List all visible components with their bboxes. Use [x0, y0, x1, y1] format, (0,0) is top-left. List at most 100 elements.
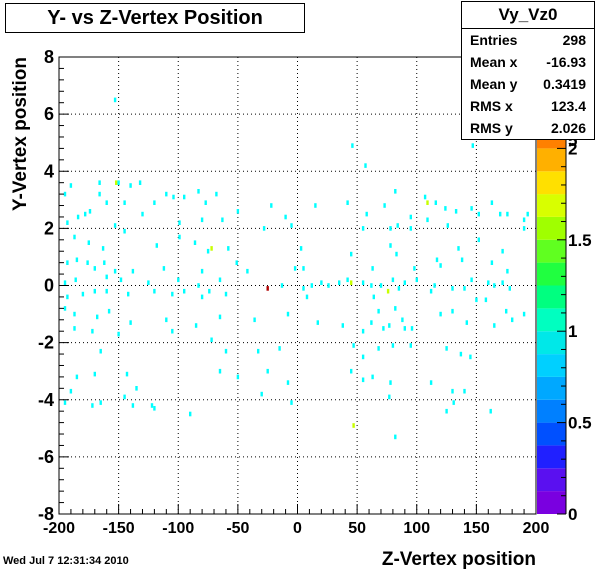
data-cell — [117, 180, 120, 185]
data-cell — [101, 246, 105, 251]
x-tick-label: 100 — [403, 520, 430, 537]
palette-tick-label: 1.5 — [568, 231, 592, 250]
palette-band — [537, 216, 566, 240]
data-cell — [290, 223, 293, 228]
data-cell — [200, 294, 204, 300]
data-cell — [501, 248, 504, 254]
data-cell — [423, 194, 427, 200]
y-tick-label: -2 — [38, 333, 54, 353]
data-cell — [66, 260, 69, 265]
y-tick-label: 0 — [44, 276, 54, 296]
palette-band — [537, 285, 566, 309]
palette-tick-label: 2 — [568, 139, 577, 158]
palette-band — [537, 194, 566, 217]
data-cell — [224, 348, 228, 354]
data-cell — [370, 283, 373, 288]
data-cell — [379, 283, 383, 288]
footer-date: Wed Jul 7 12:31:34 2010 — [3, 555, 129, 567]
data-cell — [451, 388, 454, 394]
data-cell — [394, 306, 397, 311]
data-cell — [183, 288, 186, 294]
data-cell — [394, 189, 397, 194]
data-cell — [310, 283, 313, 288]
data-cell — [87, 240, 90, 245]
data-cell — [66, 294, 69, 300]
data-cell — [439, 311, 442, 317]
data-cell — [383, 203, 386, 208]
data-cell — [350, 368, 353, 374]
data-cell — [218, 314, 222, 320]
data-cell — [200, 217, 204, 223]
data-cell — [63, 400, 67, 405]
data-cell — [147, 280, 150, 285]
data-cell — [224, 291, 228, 297]
data-cell — [351, 143, 354, 148]
data-cell — [350, 280, 353, 285]
data-cell — [266, 286, 269, 291]
data-cell — [433, 283, 436, 288]
data-cell — [129, 183, 132, 188]
data-cell — [377, 308, 380, 314]
data-cell — [119, 277, 123, 283]
stats-box: Vy_Vz0 Entries 298 Mean x -16.93 Mean y … — [461, 1, 595, 140]
data-cell — [490, 200, 494, 205]
data-cell — [113, 97, 117, 103]
stats-label: Entries — [470, 32, 518, 48]
data-cell — [346, 200, 349, 205]
data-cell — [153, 288, 156, 294]
chart-title: Y- vs Z-Vertex Position — [5, 3, 305, 33]
y-tick-label: 2 — [44, 218, 54, 238]
palette-tick-label: 0 — [568, 505, 577, 524]
data-cell — [361, 377, 365, 383]
data-cell — [371, 374, 374, 380]
data-cell — [522, 226, 526, 231]
data-cell — [370, 320, 373, 325]
data-cell — [162, 266, 166, 271]
data-cell — [386, 288, 390, 294]
data-cell — [426, 200, 429, 205]
data-cell — [451, 286, 454, 291]
data-cell — [215, 191, 218, 197]
data-cell — [452, 400, 455, 405]
data-cell — [280, 283, 284, 288]
data-cell — [429, 288, 433, 294]
data-cell — [361, 354, 365, 360]
y-tick-label: 6 — [44, 104, 54, 124]
data-cell — [105, 288, 108, 294]
data-cell — [69, 183, 73, 188]
data-cell — [183, 194, 186, 200]
data-cell — [221, 217, 224, 223]
data-cell — [389, 380, 392, 385]
data-cell — [88, 209, 92, 214]
stats-label: Mean x — [470, 54, 518, 70]
data-cell — [103, 260, 106, 265]
data-cell — [470, 277, 473, 283]
data-cell — [178, 234, 181, 240]
data-cell — [262, 226, 266, 231]
data-cell — [210, 337, 213, 343]
data-cell — [141, 211, 144, 217]
data-cell — [426, 217, 429, 223]
data-cell — [208, 288, 211, 294]
stats-row: Mean y 0.3419 — [462, 73, 594, 95]
data-cell — [96, 314, 99, 320]
data-cell — [270, 203, 273, 208]
data-cell — [75, 374, 79, 380]
data-cell — [446, 223, 449, 228]
data-cell — [123, 200, 126, 205]
palette-band — [537, 399, 566, 423]
data-cell — [352, 423, 355, 428]
palette-tick-label: 5 — [568, 131, 577, 150]
data-cell — [361, 328, 365, 334]
data-cell — [236, 374, 240, 380]
palette-band — [537, 376, 566, 400]
data-cell — [389, 226, 392, 231]
data-cell — [493, 283, 496, 288]
data-cell — [172, 194, 175, 200]
data-cell — [320, 280, 323, 285]
data-cell — [153, 406, 156, 411]
data-cell — [75, 257, 79, 263]
data-cell — [361, 280, 365, 285]
data-cell — [511, 317, 514, 323]
data-cell — [484, 297, 488, 303]
